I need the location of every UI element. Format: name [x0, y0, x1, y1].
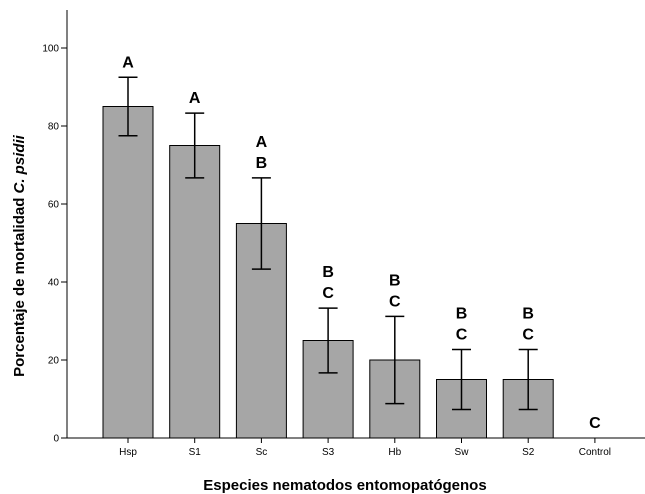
significance-letter: B [322, 264, 334, 281]
significance-letter: C [456, 326, 468, 343]
y-axis-title: Porcentaje de mortalidad C. psidii [11, 134, 28, 377]
plot-area: 020406080100HspAS1AScABS3BCHbBCSwBCS2BCC… [42, 10, 645, 458]
x-tick-label: Hsp [119, 447, 137, 458]
significance-letter: C [389, 293, 401, 310]
significance-letter: B [522, 305, 534, 322]
significance-letter: A [122, 54, 134, 71]
significance-letter: B [256, 155, 268, 172]
x-tick-label: Sw [455, 447, 470, 458]
significance-letter: C [322, 285, 334, 302]
x-tick-label: S2 [522, 447, 535, 458]
y-tick-label: 80 [48, 122, 60, 133]
significance-letter: A [189, 90, 201, 107]
y-tick-label: 100 [42, 44, 59, 55]
y-tick-label: 40 [48, 278, 60, 289]
y-axis-title-prefix: Porcentaje de mortalidad [11, 193, 28, 376]
significance-letter: A [256, 134, 268, 151]
x-tick-label: S3 [322, 447, 335, 458]
significance-letter: C [589, 415, 601, 432]
y-axis-title-italic: C. psidii [11, 134, 28, 193]
y-tick-label: 0 [53, 434, 59, 445]
significance-letter: B [456, 305, 468, 322]
x-tick-label: S1 [189, 447, 202, 458]
y-tick-label: 60 [48, 200, 60, 211]
x-tick-label: Hb [388, 447, 401, 458]
bar [169, 145, 221, 439]
significance-letter: B [389, 272, 401, 289]
bar [102, 106, 154, 439]
x-axis-title: Especies nematodos entomopatógenos [203, 477, 486, 494]
y-tick-label: 20 [48, 356, 60, 367]
x-tick-label: Sc [256, 447, 268, 458]
significance-letter: C [522, 326, 534, 343]
x-tick-label: Control [579, 447, 611, 458]
